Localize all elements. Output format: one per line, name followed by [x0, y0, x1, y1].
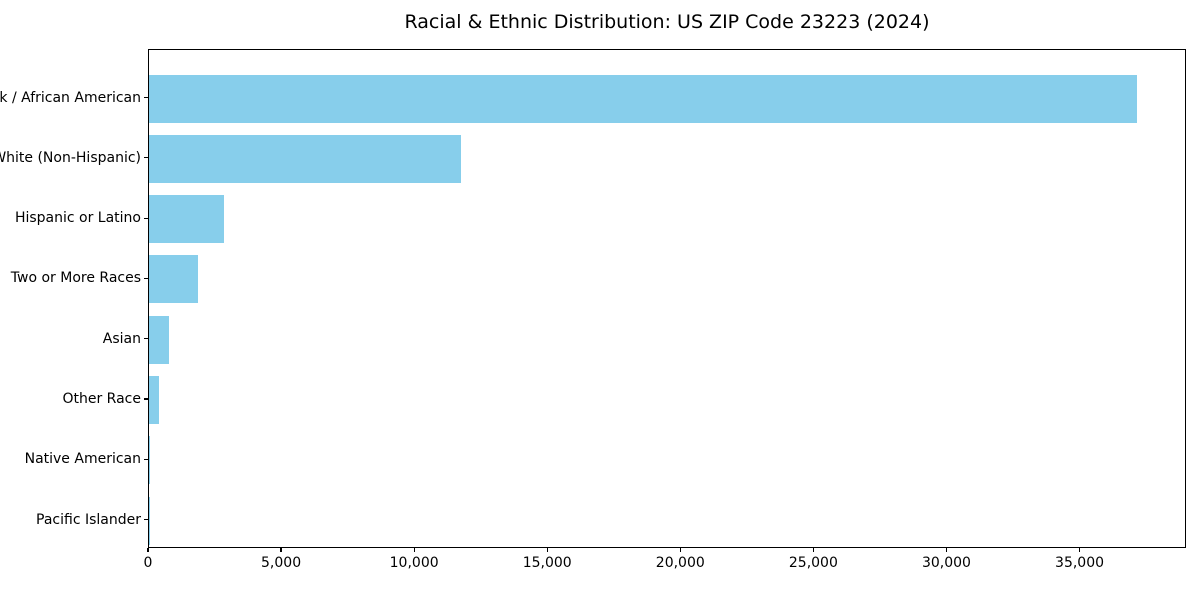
bar-white-non-hispanic [149, 134, 462, 183]
bar-hispanic-or-latino [149, 195, 224, 244]
x-tick-label-0: 0 [143, 555, 153, 571]
y-tick-mark [144, 157, 148, 159]
x-tick-label-15000: 15,000 [522, 555, 572, 571]
bar-asian [149, 315, 170, 364]
y-tick-mark [144, 338, 148, 340]
x-tick-mark [147, 548, 149, 552]
y-tick-label-pacific-islander: Pacific Islander [36, 511, 141, 528]
x-tick-label-10000: 10,000 [389, 555, 439, 571]
x-tick-mark [413, 548, 415, 552]
y-tick-mark [144, 519, 148, 521]
bar-native-american [149, 436, 151, 485]
x-tick-label-35000: 35,000 [1055, 555, 1105, 571]
x-tick-mark [546, 548, 548, 552]
bar-black-african-american [149, 74, 1137, 123]
y-tick-label-other-race: Other Race [62, 391, 141, 407]
y-tick-mark [144, 458, 148, 460]
y-tick-mark [144, 277, 148, 279]
x-tick-mark [1078, 548, 1081, 552]
y-tick-label-native-american: Native American [24, 451, 141, 468]
y-tick-label-black-african-american: Black / African American [0, 89, 141, 106]
y-tick-label-white-non-hispanic: White (Non-Hispanic) [0, 149, 141, 166]
bar-other-race [149, 376, 160, 424]
x-tick-mark [812, 548, 814, 552]
y-tick-mark [144, 217, 148, 219]
y-tick-label-asian: Asian [102, 330, 141, 347]
x-tick-label-30000: 30,000 [921, 555, 971, 571]
x-tick-mark [679, 548, 681, 552]
x-tick-label-20000: 20,000 [655, 555, 705, 571]
bar-two-or-more-races [149, 255, 199, 304]
y-tick-mark [144, 398, 148, 400]
x-tick-label-25000: 25,000 [788, 555, 838, 571]
y-tick-mark [144, 96, 148, 99]
x-tick-mark [280, 548, 282, 552]
plot-area [148, 49, 1186, 548]
y-tick-label-two-or-more-races: Two or More Races [10, 270, 141, 287]
x-tick-label-5000: 5,000 [261, 555, 302, 571]
chart-title: Racial & Ethnic Distribution: US ZIP Cod… [404, 11, 930, 33]
y-tick-label-hispanic-or-latino: Hispanic or Latino [14, 210, 141, 227]
x-tick-mark [945, 548, 948, 552]
